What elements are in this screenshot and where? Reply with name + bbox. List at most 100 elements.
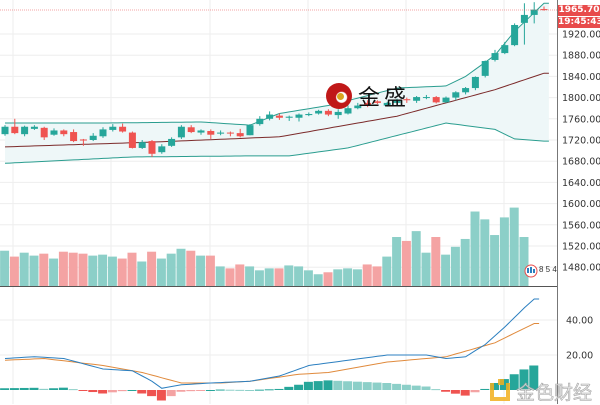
jinse-watermark: 金色财经 xyxy=(490,378,592,405)
candle xyxy=(79,138,87,146)
volume-bar xyxy=(49,258,59,286)
candle xyxy=(119,123,127,133)
volume-bar xyxy=(323,272,333,286)
candle xyxy=(168,137,176,147)
candle xyxy=(207,129,215,139)
price-axis-label: 1800.00 xyxy=(562,93,600,104)
macd-hist-bar xyxy=(460,390,470,396)
candle xyxy=(501,41,509,55)
legend-icon[interactable]: 8 5 4 xyxy=(524,264,557,278)
jinsheng-logo-icon xyxy=(326,83,352,109)
jinsheng-watermark: 金盛 xyxy=(326,80,410,112)
volume-bar xyxy=(58,251,68,286)
macd-hist-bar xyxy=(235,389,245,391)
price-axis-label: 1760.00 xyxy=(562,114,600,125)
volume-bar xyxy=(166,253,176,286)
volume-bars xyxy=(0,207,529,286)
macd-hist-bar xyxy=(127,390,137,391)
countdown-tag: 19:45:43 xyxy=(558,17,600,28)
macd-hist-bar xyxy=(137,390,147,394)
volume-bar xyxy=(274,268,284,286)
candle xyxy=(40,126,48,140)
macd-hist-bar xyxy=(107,390,117,393)
macd-hist-bar xyxy=(441,390,451,392)
candle xyxy=(236,128,244,138)
volume-bar xyxy=(499,217,509,286)
volume-bar xyxy=(303,270,313,286)
candle xyxy=(373,100,381,104)
price-axis-label: 1520.00 xyxy=(562,242,600,253)
macd-hist-bar xyxy=(176,390,186,392)
macd-hist-bar xyxy=(68,389,78,391)
macd-hist-bar xyxy=(78,390,88,391)
candle xyxy=(481,60,489,78)
volume-bar xyxy=(88,255,98,286)
volume-bar xyxy=(519,237,529,286)
candle xyxy=(413,96,421,103)
volume-bar xyxy=(401,240,411,286)
volume-bar xyxy=(284,265,294,286)
volume-bar xyxy=(382,256,392,286)
candle xyxy=(246,124,254,136)
volume-bar xyxy=(215,266,225,286)
volume-bar xyxy=(372,266,382,286)
macd-axis-label: 20.00 xyxy=(566,351,593,362)
volume-bar xyxy=(441,254,451,286)
volume-bar xyxy=(352,269,362,286)
price-axis[interactable]: 1920.00 1880.00 1840.00 1800.00 1760.00 1720.… xyxy=(562,30,600,274)
macd-hist-bar xyxy=(450,390,460,394)
volume-bar xyxy=(176,248,186,286)
candle xyxy=(128,131,136,149)
candle xyxy=(177,125,185,139)
candle xyxy=(471,76,479,91)
volume-bar xyxy=(117,258,127,286)
macd-hist-bar xyxy=(117,390,127,392)
volume-bar xyxy=(480,219,490,286)
macd-hist-bar xyxy=(490,383,500,390)
candle xyxy=(50,128,58,136)
macd-dif-line xyxy=(4,298,540,389)
macd-histogram xyxy=(0,365,539,401)
candle xyxy=(364,100,372,108)
volume-bar xyxy=(9,256,19,286)
macd-axis[interactable]: 40.00 20.00 xyxy=(566,316,593,362)
candle xyxy=(315,109,323,115)
candle xyxy=(432,96,440,104)
macd-hist-bar xyxy=(254,389,264,391)
candle xyxy=(109,124,117,132)
candle xyxy=(99,127,107,138)
volume-bar xyxy=(196,255,206,286)
candle xyxy=(21,125,29,137)
candle xyxy=(334,109,342,119)
macd-hist-bar xyxy=(205,390,215,391)
candle xyxy=(197,129,205,135)
volume-bar xyxy=(245,266,255,286)
macd-hist-bar xyxy=(470,390,480,393)
macd-hist-bar xyxy=(98,390,108,394)
volume-bar xyxy=(78,253,88,286)
volume-bar xyxy=(156,258,166,286)
bollinger-lower-line xyxy=(4,122,549,164)
macd-hist-bar xyxy=(186,390,196,392)
volume-bar xyxy=(421,252,431,286)
volume-bar xyxy=(235,264,245,286)
macd-hist-bar xyxy=(421,386,431,390)
macd-hist-bar xyxy=(519,369,529,390)
candle xyxy=(383,101,391,107)
candle xyxy=(256,116,264,126)
macd-hist-bar xyxy=(431,389,441,391)
macd-hist-bar xyxy=(323,380,333,390)
macd-hist-bar xyxy=(196,390,206,391)
macd-hist-bar xyxy=(529,365,539,390)
macd-hist-bar xyxy=(274,388,284,390)
macd-hist-bar xyxy=(166,390,176,397)
candle xyxy=(89,133,97,142)
macd-hist-bar xyxy=(372,382,382,390)
candle xyxy=(511,23,519,47)
volume-bar xyxy=(98,254,108,286)
macd-hist-bar xyxy=(156,390,166,401)
macd-hist-bar xyxy=(411,385,421,390)
candle xyxy=(344,105,352,115)
price-axis-label: 1880.00 xyxy=(562,51,600,62)
